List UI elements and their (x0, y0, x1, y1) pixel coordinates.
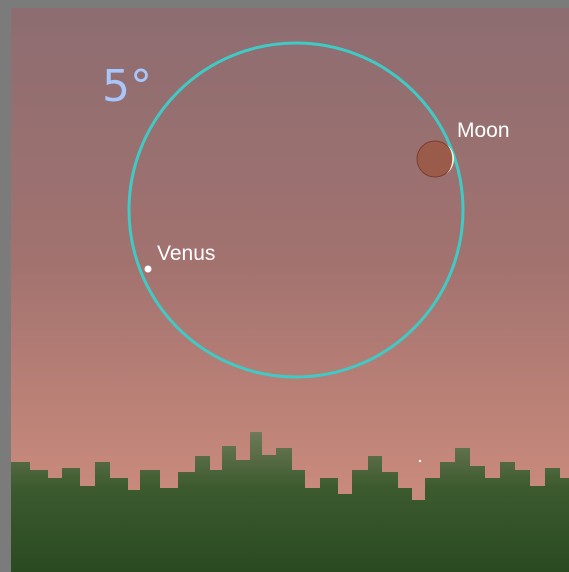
venus (145, 266, 152, 273)
venus-label: Venus (157, 242, 215, 265)
sky-view: 5° Moon Venus (0, 0, 569, 572)
star (419, 460, 421, 462)
moon (417, 141, 453, 177)
moon-label: Moon (457, 119, 510, 142)
fov-label: 5° (102, 61, 152, 112)
page: {"labels": {"fov": "5°", "moon": "Moon",… (0, 0, 569, 572)
